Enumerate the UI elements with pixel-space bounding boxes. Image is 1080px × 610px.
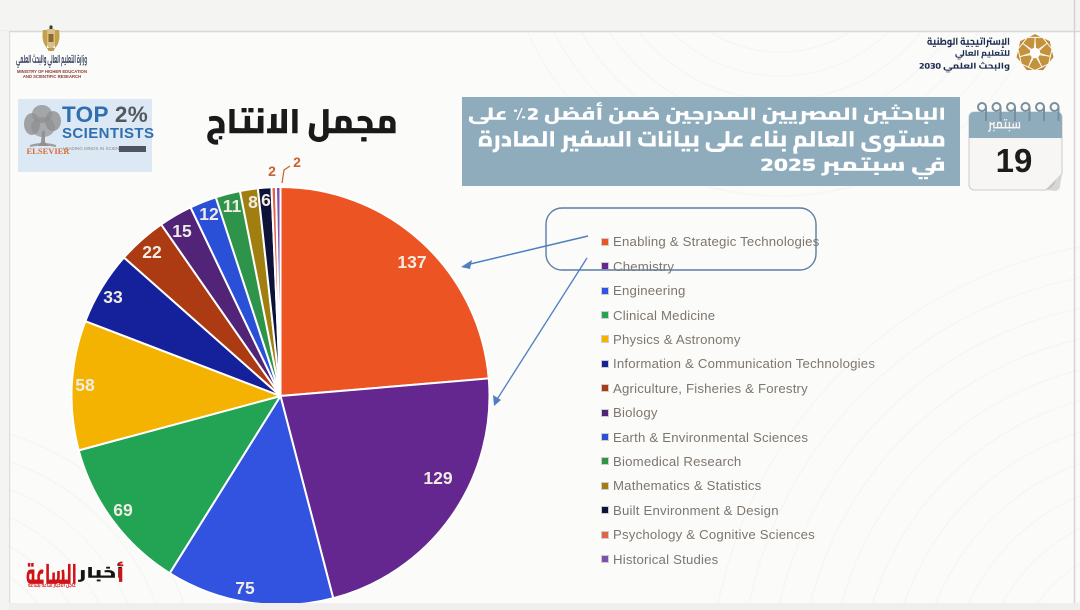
- svg-text:15: 15: [172, 221, 192, 241]
- svg-text:22: 22: [142, 242, 162, 262]
- svg-text:12: 12: [199, 204, 219, 224]
- svg-text:137: 137: [397, 252, 426, 272]
- svg-text:19: 19: [996, 142, 1033, 179]
- svg-text:75: 75: [235, 578, 255, 598]
- svg-text:11: 11: [223, 196, 242, 216]
- svg-text:2: 2: [293, 154, 301, 170]
- svg-text:8: 8: [248, 192, 258, 212]
- svg-text:69: 69: [113, 500, 133, 520]
- svg-text:58: 58: [75, 375, 95, 395]
- svg-text:129: 129: [423, 468, 452, 488]
- svg-text:6: 6: [261, 190, 271, 210]
- svg-text:33: 33: [103, 287, 123, 307]
- svg-text:2: 2: [268, 163, 276, 179]
